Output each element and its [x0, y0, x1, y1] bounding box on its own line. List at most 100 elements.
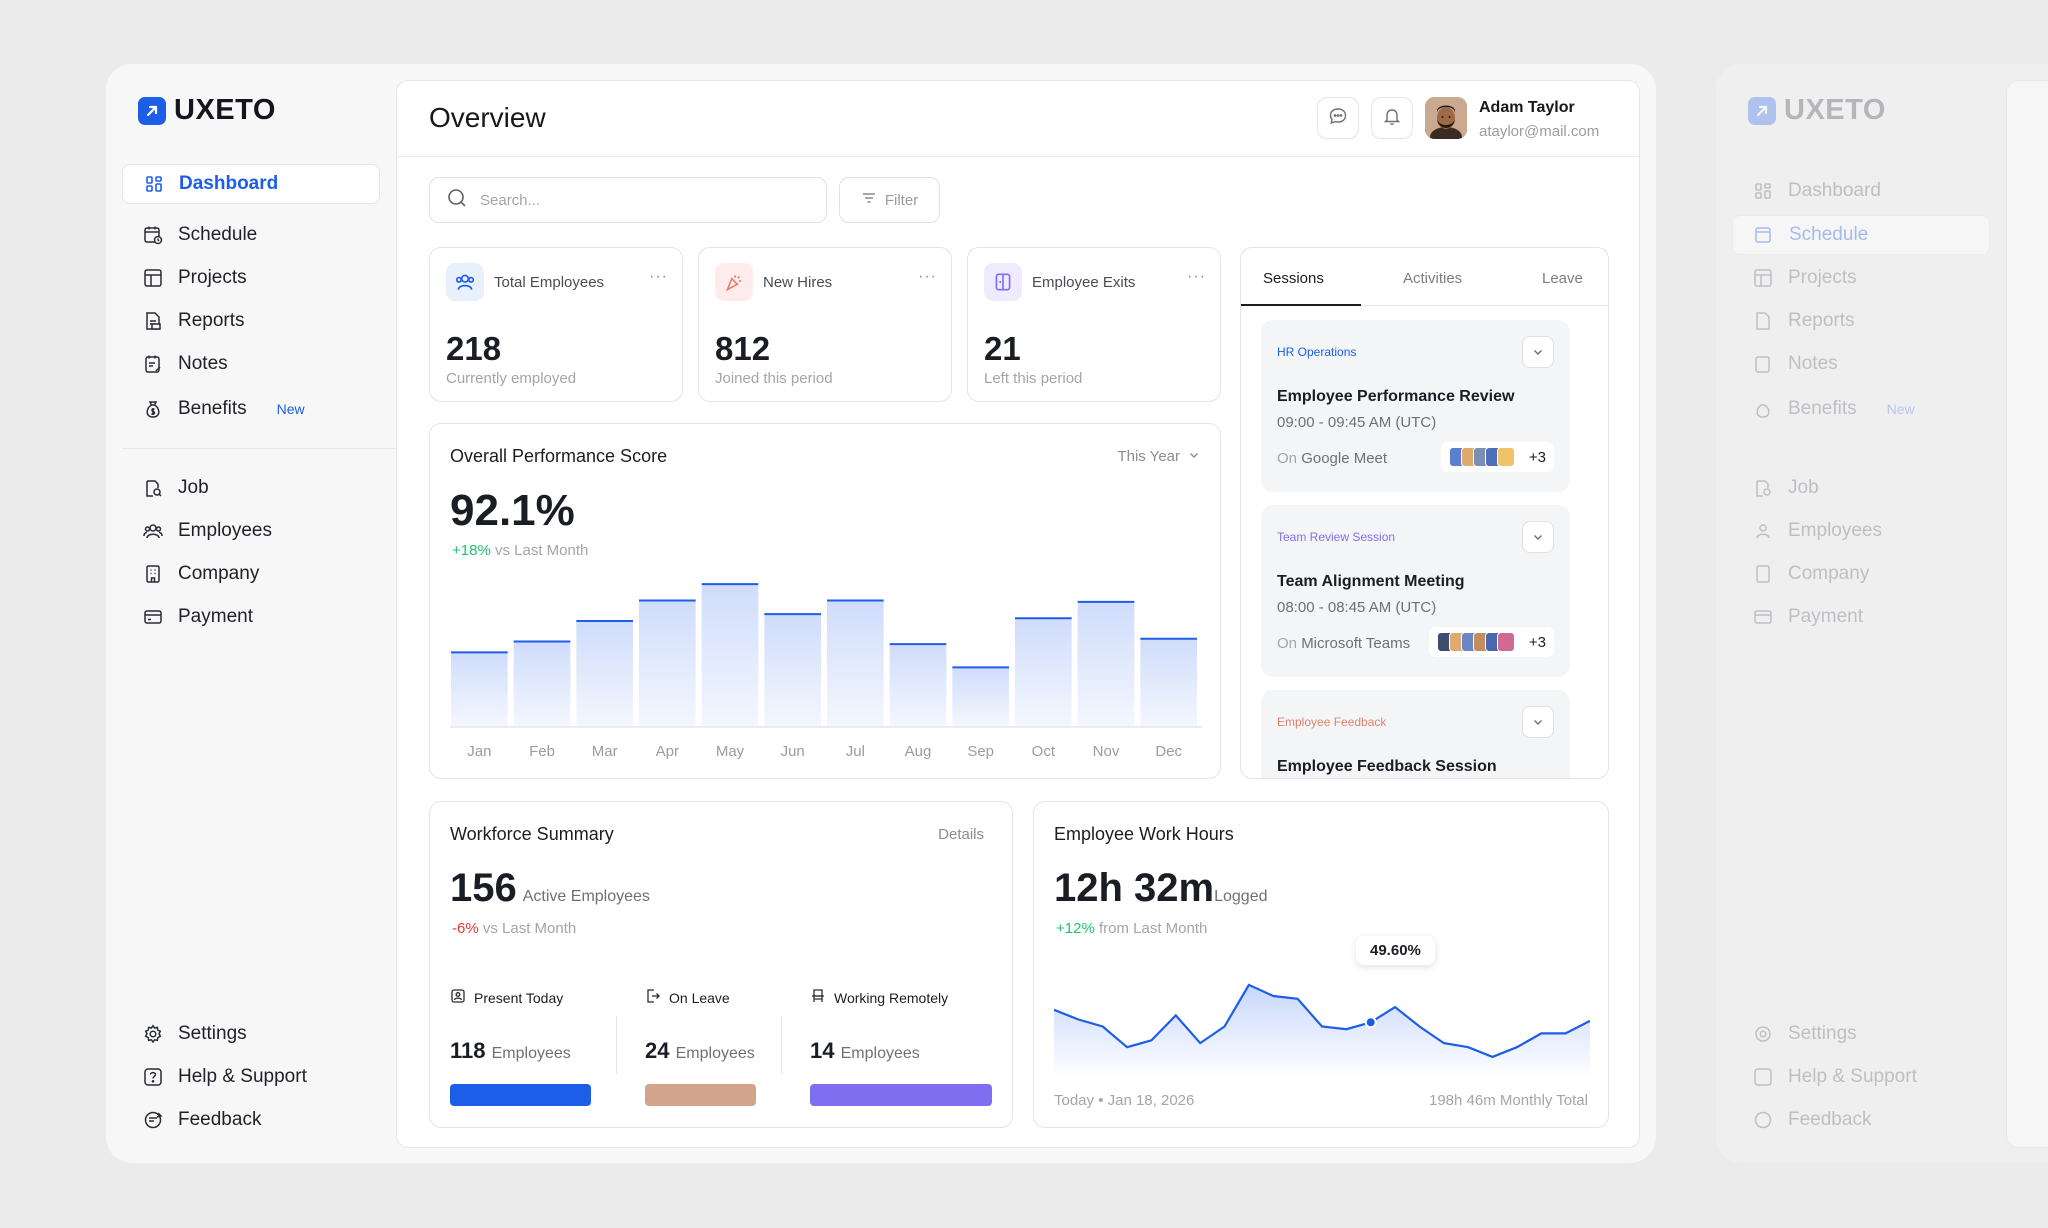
sidebar-item-schedule: Schedule	[1732, 215, 1990, 255]
bar-mar[interactable]	[576, 621, 633, 726]
sidebar-item-dashboard[interactable]: Dashboard	[122, 164, 380, 204]
attendee-avatars[interactable]: +3	[1428, 627, 1554, 657]
sidebar-item-notes: Notes	[1732, 344, 1990, 384]
users-icon	[142, 520, 164, 542]
avatar	[1496, 447, 1515, 467]
top-bar: Overview Adam Taylor ataylor@mail.com	[397, 81, 1639, 157]
session-card[interactable]: Employee Feedback Employee Feedback Sess…	[1261, 690, 1570, 778]
sidebar-item-job[interactable]: Job	[122, 468, 380, 508]
search-input[interactable]	[480, 191, 800, 209]
sidebar-item-label: Settings	[178, 1023, 247, 1044]
sidebar-item-payment[interactable]: Payment	[122, 597, 380, 637]
chevron-down-icon	[1534, 350, 1542, 355]
sidebar-item-label: Help & Support	[1788, 1066, 1917, 1087]
platform-name: Google Meet	[1301, 450, 1388, 467]
sidebar-item-settings[interactable]: Settings	[122, 1014, 380, 1054]
sidebar-item-notes[interactable]: Notes	[122, 344, 380, 384]
notifications-button[interactable]	[1371, 97, 1413, 139]
present-today-bar	[450, 1084, 591, 1106]
bar-aug[interactable]	[889, 644, 947, 726]
feedback-icon	[1752, 1109, 1774, 1131]
bar-may[interactable]	[701, 584, 759, 726]
sidebar-item-label: Projects	[178, 267, 247, 288]
sidebar-item-label: Employees	[178, 520, 272, 541]
expand-button[interactable]	[1522, 336, 1554, 368]
card-title: Workforce Summary	[450, 824, 614, 844]
sidebar-item-help-support[interactable]: Help & Support	[122, 1057, 380, 1097]
more-options-button[interactable]: ···	[649, 268, 668, 285]
count-unit: Employees	[675, 1045, 755, 1062]
workforce-summary-card: Workforce Summary Details 156 Active Empl…	[429, 801, 1013, 1128]
sidebar-item-schedule[interactable]: Schedule	[122, 215, 380, 255]
tab-activities[interactable]: Activities	[1403, 270, 1463, 287]
logo[interactable]: UXETO	[138, 94, 276, 127]
expand-button[interactable]	[1522, 521, 1554, 553]
bar-feb[interactable]	[513, 641, 571, 726]
bar-jan[interactable]	[451, 652, 508, 726]
sidebar-item-feedback: Feedback	[1732, 1100, 1990, 1140]
users-icon	[1752, 520, 1774, 542]
bell-icon	[1382, 106, 1402, 131]
x-tick-label: Oct	[1032, 743, 1056, 760]
chevron-down-icon	[1188, 448, 1200, 465]
sidebar-item-reports[interactable]: Reports	[122, 301, 380, 341]
sidebar-item-label: Job	[1788, 477, 1819, 498]
more-options-button[interactable]: ···	[1187, 268, 1206, 285]
search-box[interactable]	[429, 177, 827, 223]
highlight-point[interactable]	[1364, 1016, 1377, 1029]
messages-button[interactable]	[1317, 97, 1359, 139]
session-card[interactable]: Team Review Session Team Alignment Meeti…	[1261, 505, 1570, 677]
tab-leave[interactable]: Leave	[1542, 270, 1583, 287]
bar-jun[interactable]	[764, 614, 821, 726]
id-badge-icon	[450, 988, 466, 1007]
report-icon	[142, 310, 164, 332]
sidebar-item-projects[interactable]: Projects	[122, 258, 380, 298]
x-tick-label: Jun	[781, 743, 805, 760]
sidebar-item-label: Notes	[178, 353, 228, 374]
label-text: Present Today	[474, 989, 564, 1006]
bar-apr[interactable]	[639, 600, 696, 726]
work-hours-change: +12% from Last Month	[1056, 920, 1207, 937]
more-options-button[interactable]: ···	[918, 268, 937, 285]
sidebar-divider	[122, 448, 396, 449]
credit-card-icon	[142, 606, 164, 628]
filter-button[interactable]: Filter	[839, 177, 940, 223]
leave-icon	[645, 988, 661, 1007]
change-suffix: vs Last Month	[482, 920, 577, 937]
attendee-avatars[interactable]: +3	[1440, 442, 1554, 472]
sidebar-item-label: Dashboard	[1788, 180, 1881, 201]
session-title: Team Alignment Meeting	[1277, 573, 1465, 590]
celebration-icon	[715, 263, 753, 301]
on-label: On	[1277, 635, 1298, 652]
bar-jul[interactable]	[827, 600, 884, 726]
chevron-down-icon	[1534, 535, 1542, 540]
sidebar-item-company[interactable]: Company	[122, 554, 380, 594]
column-label: Working Remotely	[810, 988, 948, 1007]
building-icon	[142, 563, 164, 585]
sidebar-item-employees[interactable]: Employees	[122, 511, 380, 551]
stat-subtext: Left this period	[984, 370, 1083, 387]
bar-nov[interactable]	[1077, 601, 1135, 726]
logo: UXETO	[1748, 94, 1886, 127]
period-dropdown[interactable]: This Year	[1117, 448, 1200, 465]
search-icon	[446, 187, 468, 214]
tab-sessions[interactable]: Sessions	[1263, 270, 1324, 287]
job-search-icon	[142, 477, 164, 499]
sidebar-item-label: Reports	[178, 310, 245, 331]
session-card[interactable]: HR Operations Employee Performance Revie…	[1261, 320, 1570, 492]
bar-dec[interactable]	[1140, 638, 1197, 726]
bar-oct[interactable]	[1015, 618, 1072, 726]
sidebar-item-label: Employees	[1788, 520, 1882, 541]
x-tick-label: May	[716, 743, 745, 760]
sidebar-item-benefits[interactable]: Benefits New	[122, 389, 380, 429]
report-icon	[1752, 310, 1774, 332]
sessions-card: Sessions Activities Leave HR Operations …	[1240, 247, 1609, 779]
bar-sep[interactable]	[952, 667, 1009, 726]
column-label: Present Today	[450, 988, 563, 1007]
expand-button[interactable]	[1522, 706, 1554, 738]
user-avatar[interactable]	[1425, 97, 1467, 139]
new-badge: New	[276, 401, 305, 417]
sidebar-item-feedback[interactable]: Feedback	[122, 1100, 380, 1140]
details-link[interactable]: Details	[938, 826, 984, 843]
series-line	[1054, 983, 1590, 1059]
